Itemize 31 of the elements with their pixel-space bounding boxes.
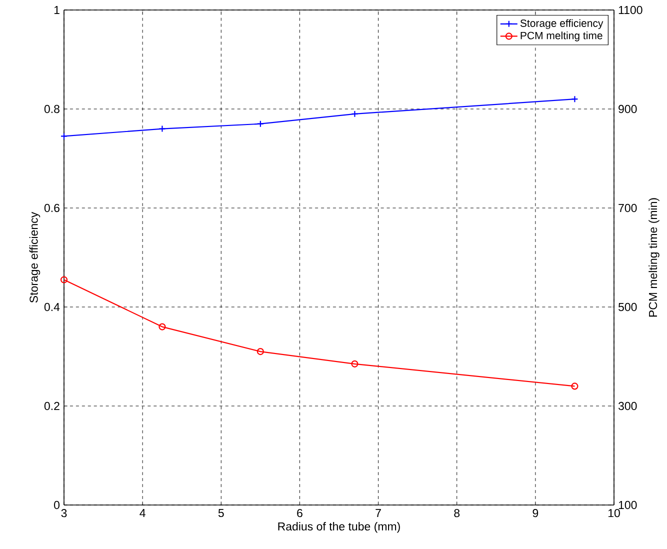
point xyxy=(158,125,166,132)
y-tick-label: 0 xyxy=(54,500,60,510)
point xyxy=(351,360,358,368)
y2-tick-label: 1100 xyxy=(618,6,642,14)
y-tick-label: 0.6 xyxy=(44,204,60,212)
legend-label: Storage efficiency xyxy=(520,19,604,30)
x-tick-label: 7 xyxy=(376,509,381,517)
x-tick-label: 3 xyxy=(61,509,67,518)
y2-tick-label: 100 xyxy=(618,500,637,510)
x-tick-label: 5 xyxy=(218,509,224,518)
x-axis-title: Radius of the tube (mm) xyxy=(278,522,400,533)
y2-axis-title: PCM melting time (min) xyxy=(648,198,660,317)
point xyxy=(256,120,264,128)
y2-tick-label: 300 xyxy=(618,402,637,410)
y-tick-label: 1 xyxy=(54,6,60,14)
y-axis-title: Storage efficiency xyxy=(29,212,40,303)
x-tick-label: 9 xyxy=(532,509,538,518)
point xyxy=(256,348,264,356)
y-tick-label: 0.4 xyxy=(44,302,60,312)
y-tick-label: 0.8 xyxy=(44,104,60,114)
point xyxy=(158,323,166,330)
x-tick-label: 10 xyxy=(608,509,620,518)
y2-tick-label: 500 xyxy=(618,302,637,312)
x-tick-label: 6 xyxy=(297,509,302,518)
y2-tick-label: 700 xyxy=(618,204,637,212)
legend-label: PCM melting time xyxy=(520,32,602,42)
x-tick-label: 4 xyxy=(140,509,146,517)
point xyxy=(351,110,358,118)
y2-tick-label: 900 xyxy=(618,104,637,114)
y-tick-label: 0.2 xyxy=(44,402,60,410)
x-tick-label: 8 xyxy=(454,509,460,518)
